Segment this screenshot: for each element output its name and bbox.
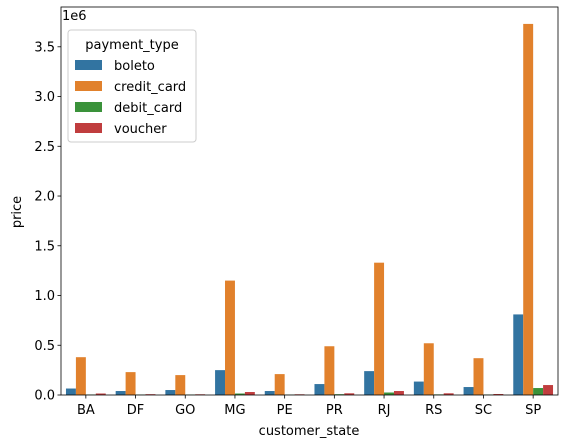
bar-credit_card-RJ (374, 262, 385, 395)
x-tick-label: GO (175, 403, 195, 418)
bar-credit_card-PR (324, 346, 335, 395)
y-tick-label: 2.5 (34, 140, 55, 155)
bar-debit_card-MG (234, 393, 245, 395)
bar-voucher-RS (443, 393, 454, 395)
bar-credit_card-DF (125, 372, 136, 395)
legend-title: payment_type (85, 38, 178, 53)
legend-box (67, 29, 197, 143)
bar-voucher-SC (493, 394, 504, 395)
x-tick-label: PR (326, 403, 343, 418)
y-tick-label: 1.5 (34, 239, 55, 254)
bar-boleto-DF (115, 391, 126, 395)
y-tick-label: 1.0 (34, 289, 55, 304)
bar-debit_card-RJ (384, 392, 394, 395)
legend-swatch-voucher (75, 123, 102, 133)
legend-swatch-debit_card (75, 102, 102, 112)
bar-voucher-SP (543, 385, 554, 395)
y-axis-label: price (10, 196, 25, 228)
plot-area: 0.0 0.5 1.0 1.5 2.0 2.5 3.0 3.5 BA DF GO MG PE PR RJ RS… (34, 6, 559, 418)
x-tick-label: PE (277, 403, 293, 418)
y-tick-label: 2.0 (34, 190, 55, 205)
x-axis-label: customer_state (259, 424, 360, 439)
bar-credit_card-SP (523, 23, 534, 395)
bar-credit_card-SC (473, 358, 484, 395)
bar-credit_card-BA (75, 357, 86, 395)
bar-boleto-RJ (364, 371, 375, 395)
x-tick-label: SC (475, 403, 492, 418)
bar-boleto-RS (413, 381, 424, 395)
axes-frame (60, 6, 559, 396)
x-tick-label: MG (224, 403, 245, 418)
legend-swatch-credit_card (75, 81, 102, 91)
bar-voucher-MG (244, 392, 255, 395)
bar-credit_card-GO (175, 375, 186, 395)
bar-boleto-SC (463, 387, 474, 395)
y-tick-label: 0.5 (34, 339, 55, 354)
bar-credit_card-RS (423, 343, 434, 395)
legend-label-boleto: boleto (114, 59, 155, 74)
bar-boleto-PE (264, 391, 275, 395)
bar-voucher-PR (344, 393, 355, 395)
bar-boleto-PR (314, 384, 325, 395)
bar-boleto-GO (165, 390, 176, 395)
bar-boleto-BA (65, 388, 76, 395)
x-tick-label: BA (77, 403, 95, 418)
bar-credit_card-PE (274, 374, 285, 395)
y-axis-multiplier: 1e6 (62, 9, 87, 24)
x-tick-label: RJ (378, 403, 391, 418)
bar-voucher-RJ (393, 391, 404, 395)
x-tick-label: SP (525, 403, 541, 418)
bar-credit_card-MG (225, 280, 235, 395)
legend-label-voucher: voucher (114, 122, 167, 137)
y-tick-label: 3.0 (34, 90, 55, 105)
y-tick-label: 3.5 (34, 40, 55, 55)
bar-boleto-MG (215, 370, 226, 395)
legend-label-debit_card: debit_card (114, 101, 182, 116)
x-tick-label: DF (127, 403, 145, 418)
legend-label-credit_card: credit_card (114, 80, 186, 95)
legend-swatch-boleto (75, 60, 102, 70)
bar-debit_card-SP (533, 388, 544, 395)
y-tick-label: 0.0 (34, 389, 55, 404)
bar-voucher-BA (95, 393, 106, 395)
bar-boleto-SP (513, 314, 524, 395)
x-tick-label: RS (425, 403, 442, 418)
